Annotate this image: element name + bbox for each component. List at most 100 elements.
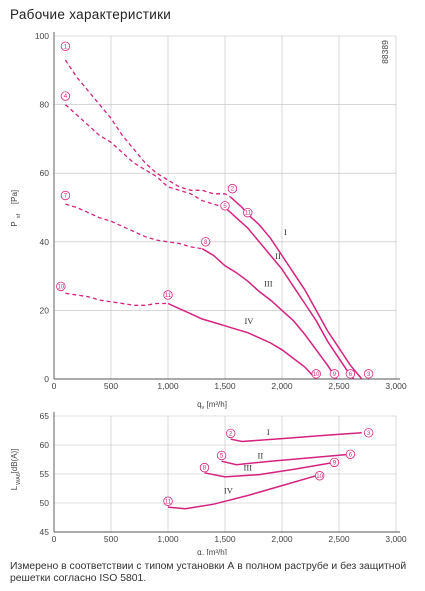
x-tick-label: 1,000 (157, 534, 179, 544)
curve-label-I: I (267, 427, 270, 437)
curve-IV-dashed (65, 292, 168, 306)
x-axis-label: qv [m³/h] (197, 548, 227, 555)
point-marker-1: 1 (60, 41, 71, 51)
marker-label: 6 (349, 372, 353, 378)
y-tick-label: 60 (40, 440, 50, 450)
x-tick-label: 2,500 (328, 534, 350, 544)
y-tick-label: 65 (40, 411, 50, 421)
point-marker-2: 2 (227, 183, 238, 194)
curve-label-II: II (258, 450, 264, 460)
marker-label: 5 (223, 204, 227, 210)
curve-label-II: II (275, 251, 281, 261)
point-marker-10: 10 (314, 471, 325, 481)
curve-label-III: III (264, 278, 273, 288)
curve-I-dashed (64, 59, 232, 198)
point-marker-10: 10 (311, 369, 321, 379)
footnote: Измерено в соответствии с типом установк… (10, 561, 407, 584)
y-axis-label-main: L (10, 485, 19, 490)
marker-label: 11 (165, 499, 172, 505)
y-tick-label: 40 (40, 237, 50, 247)
marker-label: 8 (204, 240, 208, 246)
point-marker-9: 9 (329, 457, 340, 468)
point-marker-11: 11 (163, 496, 173, 506)
curve-IV (167, 302, 317, 380)
y-axis-label-unit: [Pa] (10, 190, 19, 204)
curve-label-I: I (284, 227, 287, 237)
marker-label: 1 (64, 44, 68, 50)
point-marker-2: 2 (225, 428, 236, 439)
marker-label: 10 (57, 284, 64, 290)
marker-label: 9 (333, 461, 337, 467)
drawing-code: 88389 (380, 40, 390, 64)
y-axis-label-main: P (10, 221, 19, 226)
y-tick-label: 45 (40, 527, 50, 537)
y-tick-label: 0 (44, 374, 49, 384)
marker-label: 9 (333, 372, 337, 378)
curve-label-III: III (244, 463, 253, 473)
curve-III-dashed (65, 203, 203, 250)
x-axis-label: qv [m³/h] (197, 400, 227, 411)
curve-label-IV: IV (244, 316, 254, 326)
point-marker-10: 10 (56, 281, 66, 292)
x-tick-label: 3,000 (385, 534, 407, 544)
point-marker-3: 3 (363, 428, 374, 438)
x-tick-label: 500 (104, 381, 118, 391)
curve-I (230, 196, 363, 380)
curve-II-dashed (64, 104, 226, 209)
curve-IV (167, 474, 317, 510)
marker-label: 4 (64, 94, 68, 100)
point-marker-3: 3 (363, 369, 374, 379)
figure: 88389 P sf [Pa] qv [m³/h] 0 500 1,000 1,500… (10, 31, 407, 555)
x-tick-label: 2,000 (271, 381, 293, 391)
marker-label: 3 (367, 372, 371, 378)
point-marker-5: 5 (220, 201, 230, 211)
y-tick-label: 50 (40, 498, 50, 508)
marker-label: 7 (64, 194, 68, 200)
noise-chart: L WA6 [dB(A)] qv [m³/h] 0 500 1,000 1,500 2,… (10, 411, 407, 555)
x-tick-label: 1,000 (157, 381, 179, 391)
point-marker-4: 4 (60, 91, 71, 101)
x-tick-label: 3,000 (385, 381, 407, 391)
curve-I (230, 432, 362, 443)
marker-label: 8 (203, 466, 207, 472)
x-tick-label: 1,500 (214, 534, 236, 544)
marker-label: 5 (220, 454, 224, 460)
marker-label: 6 (349, 452, 353, 458)
point-marker-9: 9 (329, 369, 340, 379)
x-tick-label: 500 (104, 534, 118, 544)
x-tick-label: 1,500 (214, 381, 236, 391)
point-marker-7: 7 (60, 190, 71, 201)
point-marker-6: 6 (345, 369, 356, 379)
marker-label: 10 (316, 474, 323, 480)
y-tick-label: 20 (40, 305, 50, 315)
y-tick-label: 100 (35, 31, 49, 41)
marker-label: 10 (313, 372, 320, 378)
marker-label: 2 (231, 187, 235, 193)
y-axis-label-sub: sf (16, 213, 22, 218)
page-title: Рабочие характеристики (10, 7, 172, 22)
y-axis-label-unit: [dB(A)] (10, 449, 19, 474)
y-tick-label: 80 (40, 100, 50, 110)
y-tick-label: 55 (40, 469, 50, 479)
curve-II (224, 206, 355, 380)
marker-label: 11 (245, 211, 252, 217)
curve-III (204, 461, 335, 478)
marker-label: 3 (367, 431, 371, 437)
y-tick-label: 60 (40, 168, 50, 178)
point-marker-11: 11 (163, 290, 173, 300)
point-marker-8: 8 (199, 462, 210, 473)
point-marker-6: 6 (345, 449, 356, 459)
point-marker-5: 5 (216, 450, 227, 461)
curve-III (201, 248, 338, 380)
pressure-chart: 88389 P sf [Pa] qv [m³/h] 0 500 1,000 1,500… (10, 31, 407, 411)
curve-label-IV: IV (224, 486, 234, 496)
x-tick-label: 2,500 (328, 381, 350, 391)
x-tick-label: 0 (52, 381, 57, 391)
marker-label: 11 (165, 293, 172, 299)
marker-label: 2 (229, 432, 233, 438)
curve-II (221, 453, 351, 466)
point-marker-11: 11 (243, 207, 253, 218)
y-axis-label-sub: WA6 (16, 473, 22, 485)
point-marker-8: 8 (200, 237, 211, 247)
x-tick-label: 2,000 (271, 534, 293, 544)
